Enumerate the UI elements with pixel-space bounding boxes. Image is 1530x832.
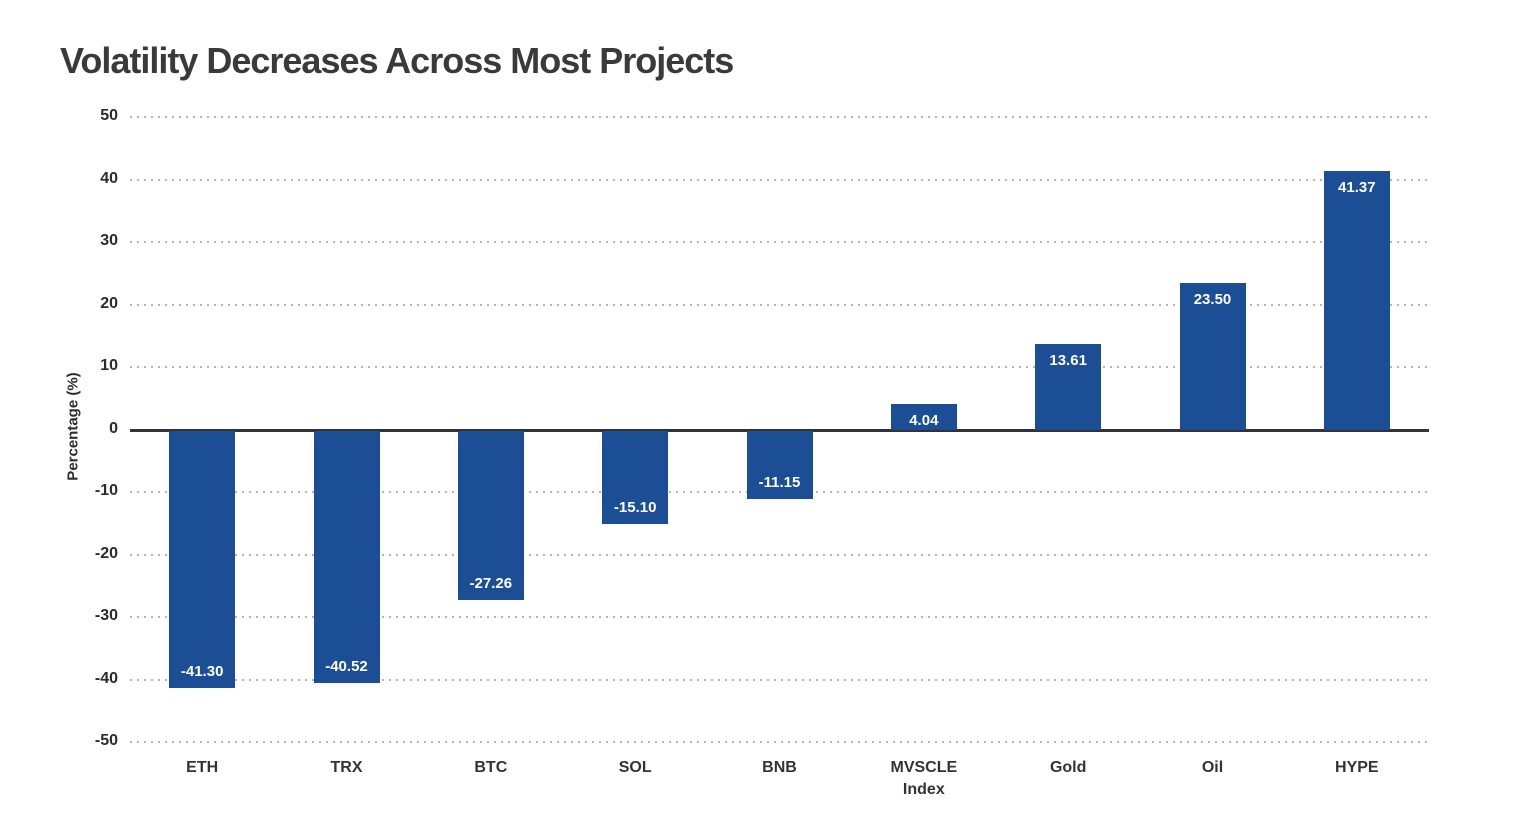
y-tick-label: -30	[94, 607, 118, 624]
x-tick-label: HYPE	[1335, 759, 1379, 776]
bar-trx: -40.52	[313, 431, 380, 683]
gridline	[130, 178, 1429, 181]
gridline	[130, 366, 1429, 368]
chart-title: Volatility Decreases Across Most Project…	[60, 40, 734, 81]
x-tick-label: MVSCLE Index	[890, 759, 958, 798]
y-tick-label: 50	[100, 107, 118, 124]
y-tick-label: -10	[94, 482, 118, 499]
gridline	[130, 678, 1429, 681]
x-tick-label: Gold	[1049, 759, 1087, 776]
bar-value-label: 23.50	[1193, 290, 1232, 308]
bar-hype: 41.37	[1323, 170, 1390, 430]
y-tick-label: 20	[100, 294, 118, 312]
x-tick-label: TRX	[330, 759, 363, 776]
plot-area: -41.30 -40.52 -27.26 -15.10 -11.15 4.04 13.61 2…	[130, 116, 1429, 743]
bar-value-label: -41.30	[180, 662, 224, 680]
y-tick-label: -50	[94, 732, 118, 749]
bar-value-label: 4.04	[909, 412, 939, 430]
bar-btc: -27.26	[457, 431, 524, 600]
bar-eth: -41.30	[169, 431, 236, 688]
y-tick-label: 0	[109, 419, 118, 437]
x-tick-label: Oil	[1201, 759, 1224, 776]
y-tick-label: 30	[100, 232, 118, 249]
y-tick-label: 10	[100, 357, 118, 374]
y-tick-label: -40	[94, 669, 118, 687]
bar-gold: 13.61	[1035, 344, 1102, 430]
bar-value-label: 13.61	[1049, 352, 1087, 370]
bar-value-label: -27.26	[469, 574, 513, 592]
bar-bnb: -11.15	[746, 431, 813, 500]
x-tick-label: SOL	[618, 759, 652, 776]
bar-sol: -15.10	[602, 431, 669, 524]
gridline	[130, 616, 1429, 618]
y-tick-label: 40	[100, 169, 118, 187]
x-tick-label: BTC	[474, 759, 508, 776]
gridline	[130, 741, 1429, 743]
bar-value-label: 41.37	[1338, 178, 1376, 196]
gridline	[130, 241, 1429, 243]
bar-value-label: -40.52	[325, 657, 368, 675]
bar-value-label: -11.15	[758, 474, 801, 492]
y-tick-label: -20	[94, 544, 118, 562]
x-tick-label: ETH	[186, 759, 219, 776]
gridline	[130, 303, 1429, 306]
gridline	[130, 116, 1429, 118]
bar-mvscle-index: 4.04	[890, 404, 957, 430]
gridline	[130, 553, 1429, 556]
bar-value-label: -15.10	[613, 498, 657, 516]
bar-oil: 23.50	[1179, 282, 1246, 430]
x-tick-label: BNB	[762, 759, 797, 776]
zero-axis-line	[130, 428, 1429, 432]
